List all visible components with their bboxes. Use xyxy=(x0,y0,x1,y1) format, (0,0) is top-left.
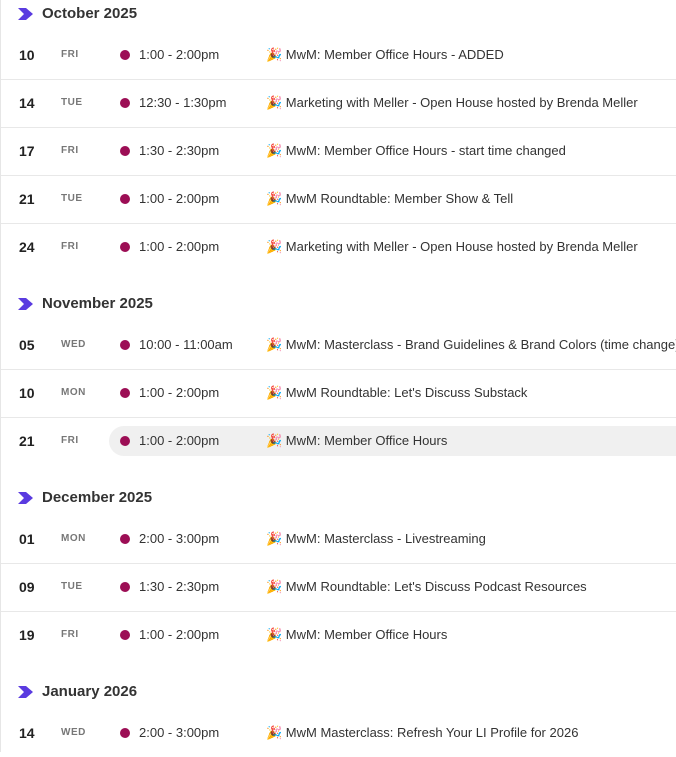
event-weekday: TUE xyxy=(61,193,83,204)
event-row[interactable]: 17 FRI 1:30 - 2:30pm 🎉 MwM: Member Office H… xyxy=(1,127,676,175)
event-weekday: WED xyxy=(61,727,86,738)
event-title[interactable]: 🎉 Marketing with Meller - Open House hos… xyxy=(266,95,638,110)
event-title[interactable]: 🎉 MwM: Member Office Hours xyxy=(266,627,448,642)
chevron-icon xyxy=(18,8,33,20)
chevron-icon xyxy=(18,298,33,310)
event-title[interactable]: 🎉 MwM Roundtable: Member Show & Tell xyxy=(266,191,514,206)
event-dot xyxy=(120,388,130,398)
event-time: 2:00 - 3:00pm xyxy=(139,725,220,740)
event-row[interactable]: 14 WED 2:00 - 3:00pm 🎉 MwM Masterclass: Ref… xyxy=(1,709,676,757)
row-separator xyxy=(1,175,676,176)
event-dot xyxy=(120,728,130,738)
event-row[interactable]: 10 FRI 1:00 - 2:00pm 🎉 MwM: Member Office H… xyxy=(1,31,676,79)
row-separator xyxy=(1,611,676,612)
event-day: 19 xyxy=(19,627,35,643)
event-dot xyxy=(120,340,130,350)
hover-highlight xyxy=(109,426,676,456)
event-weekday: FRI xyxy=(61,629,79,640)
event-row[interactable]: 09 TUE 1:30 - 2:30pm 🎉 MwM Roundtable: Let'… xyxy=(1,563,676,611)
event-day: 14 xyxy=(19,725,35,741)
event-time: 1:00 - 2:00pm xyxy=(139,433,220,448)
event-row[interactable]: 19 FRI 1:00 - 2:00pm 🎉 MwM: Member Office H… xyxy=(1,611,676,659)
row-separator xyxy=(1,223,676,224)
month-header: November 2025 xyxy=(42,295,153,312)
event-day: 10 xyxy=(19,47,35,63)
event-weekday: FRI xyxy=(61,241,79,252)
event-row[interactable]: 21 TUE 1:00 - 2:00pm 🎉 MwM Roundtable: Memb… xyxy=(1,175,676,223)
event-title[interactable]: 🎉 MwM Masterclass: Refresh Your LI Profi… xyxy=(266,725,579,740)
event-weekday: MON xyxy=(61,533,86,544)
event-dot xyxy=(120,146,130,156)
event-weekday: TUE xyxy=(61,581,83,592)
event-day: 01 xyxy=(19,531,35,547)
event-dot xyxy=(120,534,130,544)
event-dot xyxy=(120,582,130,592)
event-weekday: FRI xyxy=(61,145,79,156)
event-time: 1:00 - 2:00pm xyxy=(139,385,220,400)
event-time: 2:00 - 3:00pm xyxy=(139,531,220,546)
event-weekday: WED xyxy=(61,339,86,350)
event-day: 14 xyxy=(19,95,35,111)
event-row[interactable]: 05 WED 10:00 - 11:00am 🎉 MwM: Masterclass -… xyxy=(1,321,676,369)
month-header: December 2025 xyxy=(42,489,153,506)
event-row[interactable]: 14 TUE 12:30 - 1:30pm 🎉 Marketing with Mell… xyxy=(1,79,676,127)
event-title[interactable]: 🎉 Marketing with Meller - Open House hos… xyxy=(266,239,638,254)
event-time: 1:00 - 2:00pm xyxy=(139,239,220,254)
row-separator xyxy=(1,79,676,80)
event-day: 21 xyxy=(19,433,35,449)
event-title[interactable]: 🎉 MwM Roundtable: Let's Discuss Substack xyxy=(266,385,528,400)
event-day: 17 xyxy=(19,143,35,159)
event-weekday: TUE xyxy=(61,97,83,108)
event-time: 1:00 - 2:00pm xyxy=(139,191,220,206)
row-separator xyxy=(1,417,676,418)
event-time: 1:30 - 2:30pm xyxy=(139,579,220,594)
event-title[interactable]: 🎉 MwM: Masterclass - Brand Guidelines & … xyxy=(266,337,676,352)
event-dot xyxy=(120,194,130,204)
event-title[interactable]: 🎉 MwM: Member Office Hours - start time … xyxy=(266,143,566,158)
event-time: 1:00 - 2:00pm xyxy=(139,47,220,62)
event-title[interactable]: 🎉 MwM: Member Office Hours xyxy=(266,433,448,448)
event-day: 21 xyxy=(19,191,35,207)
row-separator xyxy=(1,369,676,370)
event-time: 10:00 - 11:00am xyxy=(139,337,233,352)
event-title[interactable]: 🎉 MwM: Member Office Hours - ADDED xyxy=(266,47,504,62)
event-row[interactable]: 10 MON 1:00 - 2:00pm 🎉 MwM Roundtable: Let'… xyxy=(1,369,676,417)
event-weekday: FRI xyxy=(61,435,79,446)
event-weekday: FRI xyxy=(61,49,79,60)
chevron-icon xyxy=(18,686,33,698)
event-time: 1:30 - 2:30pm xyxy=(139,143,220,158)
event-dot xyxy=(120,630,130,640)
month-header: October 2025 xyxy=(42,5,138,22)
event-day: 05 xyxy=(19,337,35,353)
event-time: 1:00 - 2:00pm xyxy=(139,627,220,642)
event-row[interactable]: 01 MON 2:00 - 3:00pm 🎉 MwM: Masterclass - L… xyxy=(1,515,676,563)
event-row[interactable]: 24 FRI 1:00 - 2:00pm 🎉 Marketing with Melle… xyxy=(1,223,676,271)
event-row[interactable]: 21 FRI 1:00 - 2:00pm 🎉 MwM: Member Office H… xyxy=(1,417,676,465)
event-day: 10 xyxy=(19,385,35,401)
event-day: 24 xyxy=(19,239,35,255)
event-dot xyxy=(120,242,130,252)
row-separator xyxy=(1,127,676,128)
event-dot xyxy=(120,436,130,446)
event-dot xyxy=(120,98,130,108)
row-separator xyxy=(1,563,676,564)
event-day: 09 xyxy=(19,579,35,595)
event-weekday: MON xyxy=(61,387,86,398)
event-title[interactable]: 🎉 MwM Roundtable: Let's Discuss Podcast … xyxy=(266,579,587,594)
chevron-icon xyxy=(18,492,33,504)
month-header: January 2026 xyxy=(42,683,138,700)
event-title[interactable]: 🎉 MwM: Masterclass - Livestreaming xyxy=(266,531,486,546)
event-time: 12:30 - 1:30pm xyxy=(139,95,227,110)
event-dot xyxy=(120,50,130,60)
